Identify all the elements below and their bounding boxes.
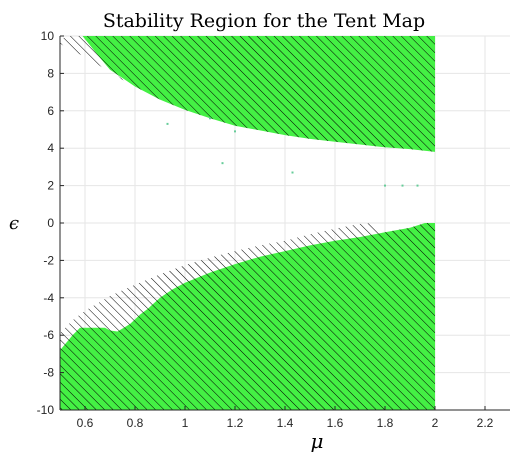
y-axis-label: ϵ [9, 213, 19, 234]
x-tick-label: 1.6 [327, 416, 344, 430]
speck-point [166, 122, 169, 125]
lower-hatch-hatch [60, 223, 385, 351]
y-axis: -10 -8 -6 -4 -2 0 2 4 6 8 10 [37, 29, 64, 417]
x-tick-label: 1.2 [227, 416, 244, 430]
x-tick-label: 0.8 [127, 416, 144, 430]
x-axis: 0.6 0.8 1 1.2 1.4 1.6 1.8 2 2.2 [60, 406, 510, 430]
y-tick-label: -4 [43, 291, 54, 305]
x-axis-label: μ [311, 429, 324, 453]
x-tick-label: 1 [182, 416, 189, 430]
upper-hatch-hatch [60, 36, 135, 87]
y-tick-label: 0 [47, 216, 54, 230]
y-tick-label: -2 [43, 253, 54, 267]
scatter-points [166, 117, 419, 187]
x-tick-label: 2.2 [477, 416, 494, 430]
chart-title: Stability Region for the Tent Map [103, 10, 425, 32]
y-tick-label: 6 [47, 104, 54, 118]
x-tick-label: 1.8 [377, 416, 394, 430]
x-tick-label: 1.4 [277, 416, 294, 430]
speck-point [384, 184, 386, 187]
speck-point [209, 117, 211, 120]
y-tick-label: 4 [47, 141, 54, 155]
y-tick-label: 10 [41, 29, 55, 43]
y-tick-label: 2 [47, 179, 54, 193]
upper-green-hatch [82, 36, 435, 152]
y-tick-label: -8 [43, 366, 54, 380]
y-tick-label: -10 [37, 403, 55, 417]
speck-point [221, 162, 224, 165]
x-tick-label: 0.6 [77, 416, 94, 430]
speck-point [401, 184, 404, 187]
speck-point [291, 171, 294, 174]
regions [60, 36, 435, 410]
y-tick-label: -6 [43, 328, 54, 342]
speck-point [234, 130, 236, 133]
lower-green-hatch [60, 223, 435, 410]
speck-point [416, 184, 419, 187]
y-tick-label: 8 [47, 66, 54, 80]
x-tick-label: 2 [432, 416, 439, 430]
